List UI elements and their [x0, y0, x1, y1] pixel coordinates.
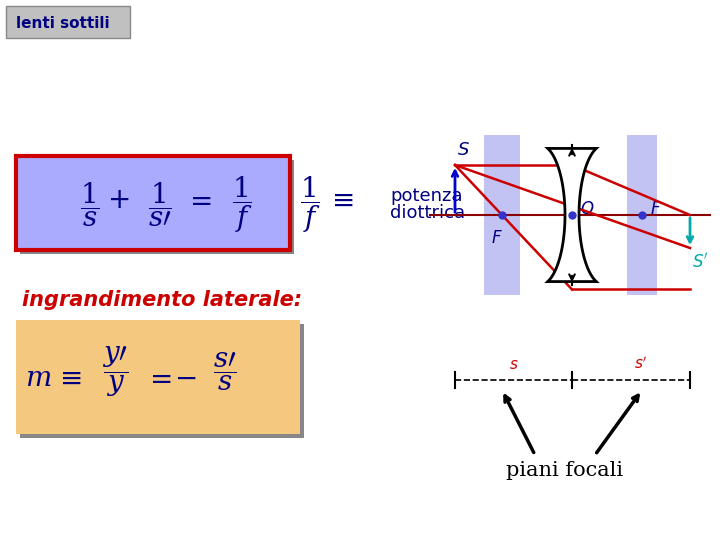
- Text: $s'$: $s'$: [634, 355, 648, 372]
- FancyBboxPatch shape: [16, 156, 290, 250]
- Text: ingrandimento laterale:: ingrandimento laterale:: [22, 290, 302, 310]
- Text: potenza: potenza: [390, 187, 462, 205]
- Text: $=$: $=$: [184, 186, 212, 214]
- Text: lenti sottili: lenti sottili: [16, 17, 109, 31]
- Text: diottrica: diottrica: [390, 204, 465, 222]
- Text: $\dfrac{1}{s\prime}$: $\dfrac{1}{s\prime}$: [148, 181, 172, 230]
- Text: $\dfrac{1}{f}$: $\dfrac{1}{f}$: [300, 174, 320, 235]
- Text: $\dfrac{1}{s}$: $\dfrac{1}{s}$: [80, 181, 100, 230]
- FancyBboxPatch shape: [20, 324, 304, 438]
- Text: $\equiv$: $\equiv$: [54, 364, 82, 392]
- FancyBboxPatch shape: [6, 6, 130, 38]
- Text: $s$: $s$: [509, 357, 518, 372]
- FancyBboxPatch shape: [20, 160, 294, 254]
- Polygon shape: [484, 135, 520, 295]
- Text: $S$: $S$: [457, 141, 470, 159]
- Text: $\dfrac{y\prime}{y}$: $\dfrac{y\prime}{y}$: [102, 345, 128, 400]
- Text: $+$: $+$: [107, 186, 129, 214]
- FancyBboxPatch shape: [16, 320, 300, 434]
- Polygon shape: [627, 135, 657, 295]
- Text: $O$: $O$: [580, 200, 595, 218]
- Text: $S'$: $S'$: [692, 252, 709, 271]
- Text: $F$: $F$: [650, 200, 662, 218]
- Text: piani focali: piani focali: [506, 461, 624, 480]
- Polygon shape: [548, 148, 596, 281]
- Text: $F$: $F$: [491, 229, 503, 247]
- Text: $-$: $-$: [174, 364, 196, 392]
- Text: $=$: $=$: [144, 364, 172, 392]
- Text: $\equiv$: $\equiv$: [326, 186, 354, 214]
- Text: $m$: $m$: [24, 364, 51, 392]
- Text: $\dfrac{s\prime}{s}$: $\dfrac{s\prime}{s}$: [213, 350, 237, 393]
- Text: $\dfrac{1}{f}$: $\dfrac{1}{f}$: [232, 174, 252, 235]
